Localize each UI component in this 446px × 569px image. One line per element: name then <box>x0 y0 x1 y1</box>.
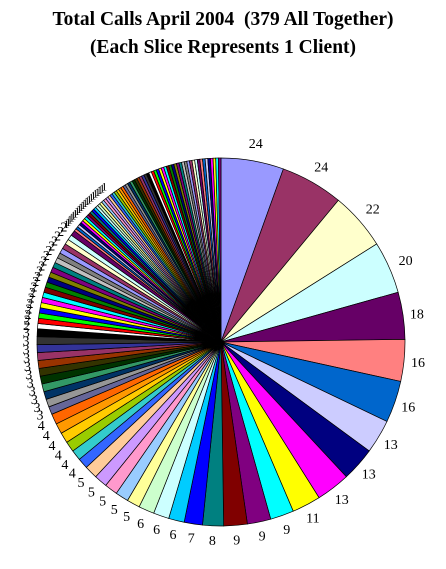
slice-label-38: 3 <box>23 351 30 366</box>
slice-label-52: 2 <box>36 265 43 280</box>
slice-label-37: 3 <box>24 360 31 375</box>
slice-label-75: 1 <box>88 190 94 204</box>
slice-label-64: 1 <box>67 213 73 227</box>
slice-label-31: 3 <box>37 409 44 424</box>
slice-label-77: 1 <box>93 187 99 201</box>
slice-label-2: 24 <box>314 161 328 176</box>
slice-label-61: 2 <box>60 221 67 236</box>
slice-label-58: 2 <box>51 235 58 250</box>
slice-label-14: 9 <box>233 533 240 548</box>
slice-label-35: 3 <box>27 377 34 392</box>
slice-label-11: 11 <box>306 511 319 526</box>
slice-label-63: 1 <box>65 215 71 229</box>
slice-label-15: 8 <box>209 534 216 549</box>
slice-label-55: 2 <box>43 249 50 264</box>
slice-label-34: 3 <box>29 385 36 400</box>
slice-label-59: 2 <box>54 230 61 245</box>
slice-label-50: 2 <box>32 275 39 290</box>
slice-label-6: 16 <box>411 356 425 371</box>
slice-label-5: 18 <box>410 308 424 323</box>
slice-label-80: 1 <box>99 181 105 195</box>
slice-label-72: 1 <box>82 196 88 210</box>
slice-label-81: 1 <box>101 180 107 194</box>
slice-label-29: 4 <box>43 429 50 444</box>
slice-label-22: 5 <box>99 495 106 510</box>
slice-labels: 2424222018161613131311999876665555544444… <box>23 137 426 549</box>
slice-label-41: 3 <box>23 326 30 341</box>
slice-label-54: 2 <box>40 254 47 269</box>
slice-label-40: 3 <box>23 335 30 350</box>
slice-label-70: 1 <box>78 200 84 214</box>
slice-label-44: 2 <box>25 308 32 323</box>
slice-label-19: 6 <box>137 517 144 532</box>
slice-label-48: 2 <box>29 286 36 301</box>
slice-label-45: 2 <box>25 302 32 317</box>
slice-label-8: 13 <box>384 438 398 453</box>
slice-label-25: 4 <box>69 467 76 482</box>
slice-label-74: 1 <box>86 192 92 206</box>
slice-label-12: 9 <box>283 523 290 538</box>
slice-label-17: 6 <box>170 528 177 543</box>
slice-label-53: 2 <box>38 259 45 274</box>
slice-label-43: 2 <box>24 314 31 329</box>
slice-label-62: 1 <box>63 217 69 231</box>
slice-label-30: 4 <box>38 419 45 434</box>
slice-label-24: 5 <box>78 476 85 491</box>
slice-label-42: 2 <box>23 319 30 334</box>
slice-label-69: 1 <box>76 202 82 216</box>
slice-label-51: 2 <box>34 270 41 285</box>
pie-slice-125 <box>217 157 222 343</box>
slice-label-67: 1 <box>72 206 78 220</box>
slice-label-18: 6 <box>153 523 160 538</box>
slice-label-4: 20 <box>399 254 413 269</box>
slice-label-33: 3 <box>31 393 38 408</box>
slice-label-78: 1 <box>95 185 101 199</box>
slice-label-56: 2 <box>45 244 52 259</box>
chart-title: Total Calls April 2004 (379 All Together… <box>0 6 446 62</box>
slice-label-65: 1 <box>69 211 75 225</box>
slice-label-16: 7 <box>188 532 195 547</box>
slice-label-73: 1 <box>84 194 90 208</box>
slice-label-20: 5 <box>123 510 130 525</box>
slice-label-76: 1 <box>90 189 96 203</box>
slice-label-9: 13 <box>362 468 376 483</box>
chart-title-line-1: Total Calls April 2004 (379 All Together… <box>52 9 394 30</box>
pie-slices <box>36 157 406 527</box>
slice-label-13: 9 <box>259 530 266 545</box>
slice-label-49: 2 <box>31 281 38 296</box>
slice-label-68: 1 <box>74 204 80 218</box>
slice-label-7: 16 <box>401 400 415 415</box>
slice-label-66: 1 <box>71 208 77 222</box>
chart-title-line-2: (Each Slice Represents 1 Client) <box>89 37 357 58</box>
slice-label-57: 2 <box>48 239 55 254</box>
slice-label-23: 5 <box>88 486 95 501</box>
slice-label-28: 4 <box>49 439 56 454</box>
slice-label-21: 5 <box>111 503 118 518</box>
slice-label-3: 22 <box>366 203 380 218</box>
slice-label-10: 13 <box>335 493 349 508</box>
slice-label-46: 2 <box>27 297 34 312</box>
slice-label-36: 3 <box>25 368 32 383</box>
slice-label-39: 3 <box>23 343 30 358</box>
slice-label-1: 24 <box>249 137 263 152</box>
slice-label-26: 4 <box>61 458 68 473</box>
slice-label-47: 2 <box>28 291 35 306</box>
slice-label-32: 3 <box>34 401 41 416</box>
slice-label-27: 4 <box>55 449 62 464</box>
slice-label-71: 1 <box>80 198 86 212</box>
slice-label-60: 2 <box>57 225 64 240</box>
slice-label-79: 1 <box>97 183 103 197</box>
